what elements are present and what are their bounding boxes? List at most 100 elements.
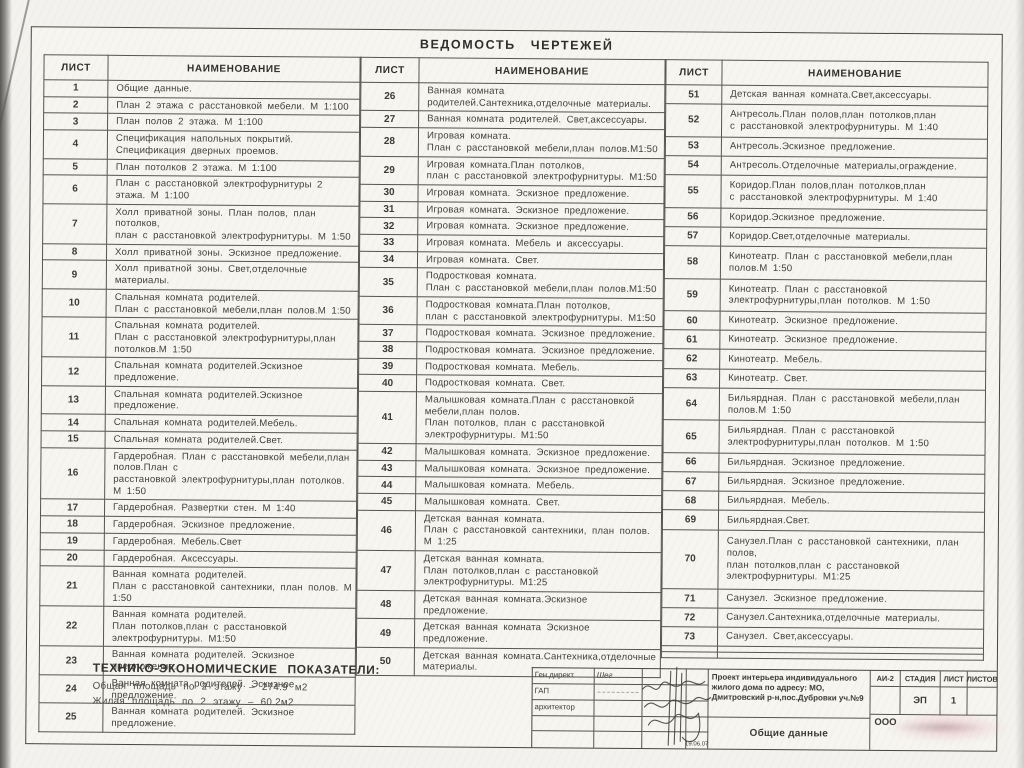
table-row: 9 Холл приватной зоны. Свет,отделочные м…	[42, 260, 359, 292]
table-row: 61 Кинотеатр. Эскизное предложение.	[663, 329, 986, 352]
table-row: 72 Санузел.Сантехника,отделочные материа…	[661, 607, 984, 630]
sheet-number: 45	[357, 493, 416, 511]
drawing-name: Спальная комната родителей.Эскизное пред…	[105, 386, 358, 417]
drawing-name: Бильярдная. Эскизное предложение.	[718, 452, 985, 475]
drawings-table-group-1: ЛИСТ НАИМЕНОВАНИЕ 1 Общие данные. 2 План…	[38, 54, 361, 735]
sheet-number: 29	[360, 155, 419, 185]
table-row: 55 Коридор.План полов,план потолков,план…	[664, 174, 988, 210]
column-header-name: НАИМЕНОВАНИЕ	[418, 57, 666, 85]
drawing-name: Спальная комната родителей.Эскизное пред…	[105, 357, 358, 389]
technical-economic-indicators: ТЕХНИКО-ЭКОНОМИЧЕСКИЕ ПОКАЗАТЕЛИ: Общая …	[92, 661, 492, 710]
drawing-name: Спальная комната родителей. План с расст…	[106, 289, 359, 320]
sheet-number: 60	[663, 310, 721, 331]
drawing-name: Коридор.План полов,план потолков,план с …	[720, 175, 988, 210]
stamp-name-cell	[594, 700, 643, 718]
sheet-number: 33	[359, 234, 418, 252]
sheet-number: 47	[356, 550, 416, 591]
drawing-name: Санузел.Сантехника,отделочные материалы.	[717, 608, 984, 630]
sheet-frame: ВЕДОМОСТЬ ЧЕРТЕЖЕЙ ЛИСТ НАИМЕНОВАНИЕ 1 О…	[25, 26, 1011, 752]
drawing-name: Подростковая комната. Эскизное предложен…	[416, 341, 663, 361]
stamp-empty-cell	[642, 717, 687, 733]
illegible-handwriting	[597, 691, 639, 693]
table-row: 53 Антресоль.Эскизное предложение.	[665, 136, 988, 159]
drawing-name: Малышковая комната.План с расстановкой м…	[416, 391, 663, 446]
sheet-number: 35	[359, 267, 418, 297]
table-row: 46 Детская ванная комната. План с расста…	[357, 509, 662, 553]
stamp-date-cell	[686, 669, 709, 686]
table-row: 47 Детская ванная комната. План потолков…	[356, 550, 662, 593]
sheet-number: 63	[663, 368, 720, 388]
table-row: 66 Бильярдная. Эскизное предложение.	[662, 452, 985, 475]
drawing-name: Игровая комната.План потолков, план с ра…	[418, 156, 665, 187]
drawing-name: План полов 2 этажа. М 1:100	[107, 113, 360, 133]
table-row: 58 Кинотеатр. План с расстановкой мебели…	[664, 245, 987, 281]
drawing-name: Игровая комната. Мебель и аксессуары.	[417, 234, 664, 254]
drawing-name: Бильярдная.Свет.	[718, 510, 985, 532]
sheet-number: 39	[358, 357, 417, 376]
sheet-number: 19	[40, 532, 105, 550]
column-header-name: НАИМЕНОВАНИЕ	[721, 60, 989, 88]
table-row: 21 Ванная комната родителей. План с расс…	[39, 565, 357, 609]
table-row: 69 Бильярдная.Свет.	[662, 510, 985, 532]
stamp-date: 19.06.07	[685, 732, 708, 749]
drawing-name: Санузел. Свет,аксессуары.	[717, 627, 984, 649]
table-row: 12 Спальная комната родителей.Эскизное п…	[41, 357, 358, 389]
table-row: 63 Кинотеатр. Свет.	[663, 368, 986, 390]
sheet-number: 36	[359, 296, 418, 325]
sheet-number: 12	[41, 357, 106, 387]
table-row: 62 Кинотеатр. Мебель.	[663, 349, 986, 371]
sheet-number: 4	[43, 129, 108, 159]
stamp-role-gen-director: Ген.директ.	[532, 668, 595, 685]
table-row: 48 Детская ванная комната.Эскизное предл…	[356, 590, 661, 621]
sheet-number: 7	[42, 203, 107, 245]
drawing-name: Кинотеатр. Свет.	[719, 368, 986, 390]
drawing-name: Бильярдная. Эскизное предложение.	[718, 472, 985, 494]
table-row: 54 Антресоль.Отделочные материалы,огражд…	[665, 155, 988, 178]
drawing-name: Малышковая комната. Мебель.	[415, 477, 662, 496]
drawing-name: Коридор.Свет,отделочные материалы.	[720, 226, 987, 249]
drawing-name: Санузел.План с расстановкой сантехники, …	[717, 529, 985, 592]
sheet-number: 69	[662, 510, 719, 530]
sheet-number: 6	[42, 175, 108, 204]
sheet-number: 46	[357, 509, 416, 551]
sheet-number: 15	[41, 430, 106, 448]
drawing-name: Малышковая комната. Свет.	[415, 493, 662, 513]
scan-edge-left	[0, 0, 12, 768]
sheet-number: 20	[40, 549, 105, 567]
sheet-number: 5	[43, 158, 108, 176]
sheet-number: 3	[43, 113, 108, 131]
sheet-number: 8	[42, 243, 107, 261]
drawing-name: Холл приватной зоны. Эскизное предложени…	[106, 244, 359, 263]
column-header-sheet: ЛИСТ	[43, 54, 109, 81]
table-row: 71 Санузел. Эскизное предложение.	[661, 588, 984, 611]
drawing-name: Ванная комната родителей. План потолков,…	[103, 606, 356, 649]
column-header-name: НАИМЕНОВАНИЕ	[107, 55, 361, 83]
sheet-number: 22	[39, 606, 104, 647]
drawing-name: Игровая комната. Эскизное предложение.	[417, 218, 664, 237]
drawing-name: Спальная комната родителей. План с расст…	[105, 317, 359, 360]
drawing-name: Коридор.Эскизное предложение.	[720, 207, 987, 229]
header-row: ЛИСТ НАИМЕНОВАНИЕ	[360, 57, 666, 85]
drawing-name: Гардеробная. Эскизное предложение.	[104, 516, 357, 536]
table-row: 6 План с расстановкой электрофурнитуры 2…	[42, 175, 360, 206]
table-row: 52 Антресоль.План полов,план потолков,пл…	[665, 103, 988, 139]
table-row: 51 Детская ванная комната.Свет,аксессуар…	[665, 84, 988, 107]
drawing-name: Подростковая комната.План потолков, план…	[416, 296, 664, 327]
sheet-number: 70	[661, 529, 719, 590]
drawing-name: Игровая комната. Эскизное предложение.	[417, 184, 665, 204]
sheet-number: 38	[358, 341, 417, 359]
stamp-empty-cell	[594, 716, 643, 733]
stamp-signature-cell	[642, 669, 687, 686]
sheet-number: 1	[43, 79, 108, 98]
table-row: 35 Подростковая комната. План с расстано…	[359, 267, 664, 299]
sheet-number: 65	[663, 419, 720, 453]
drawing-name: Детская ванная комната.Эскизное предложе…	[414, 590, 661, 621]
drawings-table-group-2: ЛИСТ НАИМЕНОВАНИЕ 26 Ванная комната роди…	[355, 56, 666, 679]
stamp-empty-cell	[594, 731, 643, 749]
sheet-number: 2	[43, 96, 108, 114]
table-row: 60 Кинотеатр. Эскизное предложение.	[663, 310, 987, 333]
sheet-number: 66	[662, 452, 720, 473]
drawing-name: Детская ванная комната. План потолков,пл…	[414, 550, 662, 593]
drawing-name: Бильярдная. План с расстановкой мебели,п…	[719, 387, 986, 423]
drawing-name: Антресоль.Отделочные материалы,ограждени…	[721, 156, 988, 178]
